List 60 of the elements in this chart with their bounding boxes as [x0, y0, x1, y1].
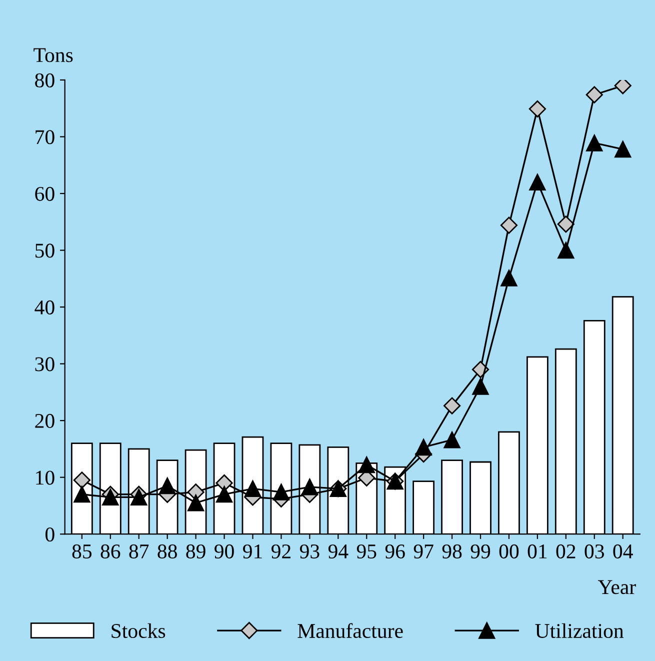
point: [500, 216, 518, 234]
point: [614, 80, 632, 94]
point: [73, 472, 90, 489]
point: [358, 456, 375, 474]
y-tick-label: 60: [35, 186, 54, 201]
y-tick-label: 70: [36, 130, 54, 144]
y-tick-label: 30: [35, 357, 54, 372]
point: [614, 140, 632, 158]
x-tick-label: 86: [100, 544, 120, 558]
y-tick-label: 50: [36, 244, 54, 258]
point: [529, 174, 546, 190]
point: [102, 488, 119, 506]
x-tick-label: 96: [385, 544, 405, 558]
point: [301, 478, 318, 496]
point: [558, 242, 574, 259]
x-tick-label: 95: [356, 544, 376, 558]
legend-label: Manufacture: [298, 623, 403, 638]
x-tick-label: 99: [470, 544, 490, 558]
y-tick-label: 40: [34, 300, 54, 314]
y-tick-label: 20: [35, 414, 54, 428]
point: [74, 486, 90, 503]
x-tick-label: 97: [414, 544, 434, 558]
x-tick-label: 94: [328, 544, 348, 558]
point: [586, 86, 603, 104]
x-tick-label: 85: [72, 544, 92, 558]
y-tick-label: 10: [36, 470, 54, 485]
x-tick-label: 88: [158, 544, 177, 558]
x-tick-label: 93: [300, 544, 320, 558]
point: [500, 270, 518, 286]
x-tick-label: 91: [243, 544, 262, 558]
point: [272, 484, 290, 500]
point: [472, 378, 489, 395]
point: [216, 486, 233, 503]
point: [528, 100, 546, 118]
y-tick-label: 80: [35, 73, 54, 88]
point: [443, 397, 461, 414]
x-tick-label: 98: [442, 544, 462, 558]
point: [415, 438, 432, 456]
x-axis-title: Year: [598, 580, 636, 594]
x-tick-label: 02: [556, 544, 576, 558]
point: [444, 432, 460, 448]
x-tick-label: 00: [499, 544, 519, 558]
point: [244, 480, 262, 498]
x-tick-label: 04: [613, 544, 633, 558]
y-axis-title: Tons: [34, 48, 73, 62]
x-tick-label: 90: [214, 544, 234, 558]
legend-label: Stocks: [112, 623, 166, 638]
x-tick-label: 03: [584, 544, 604, 558]
point: [586, 134, 603, 152]
point: [159, 478, 176, 494]
legend-label: Utilization: [535, 623, 624, 638]
point: [130, 488, 148, 506]
x-tick-label: 87: [129, 544, 149, 558]
x-tick-label: 92: [271, 544, 290, 558]
point: [187, 494, 204, 512]
y-tick-label: 0: [46, 527, 54, 542]
point: [216, 474, 233, 492]
x-tick-label: 01: [528, 544, 547, 558]
point: [557, 216, 574, 233]
x-tick-label: 89: [186, 544, 206, 558]
